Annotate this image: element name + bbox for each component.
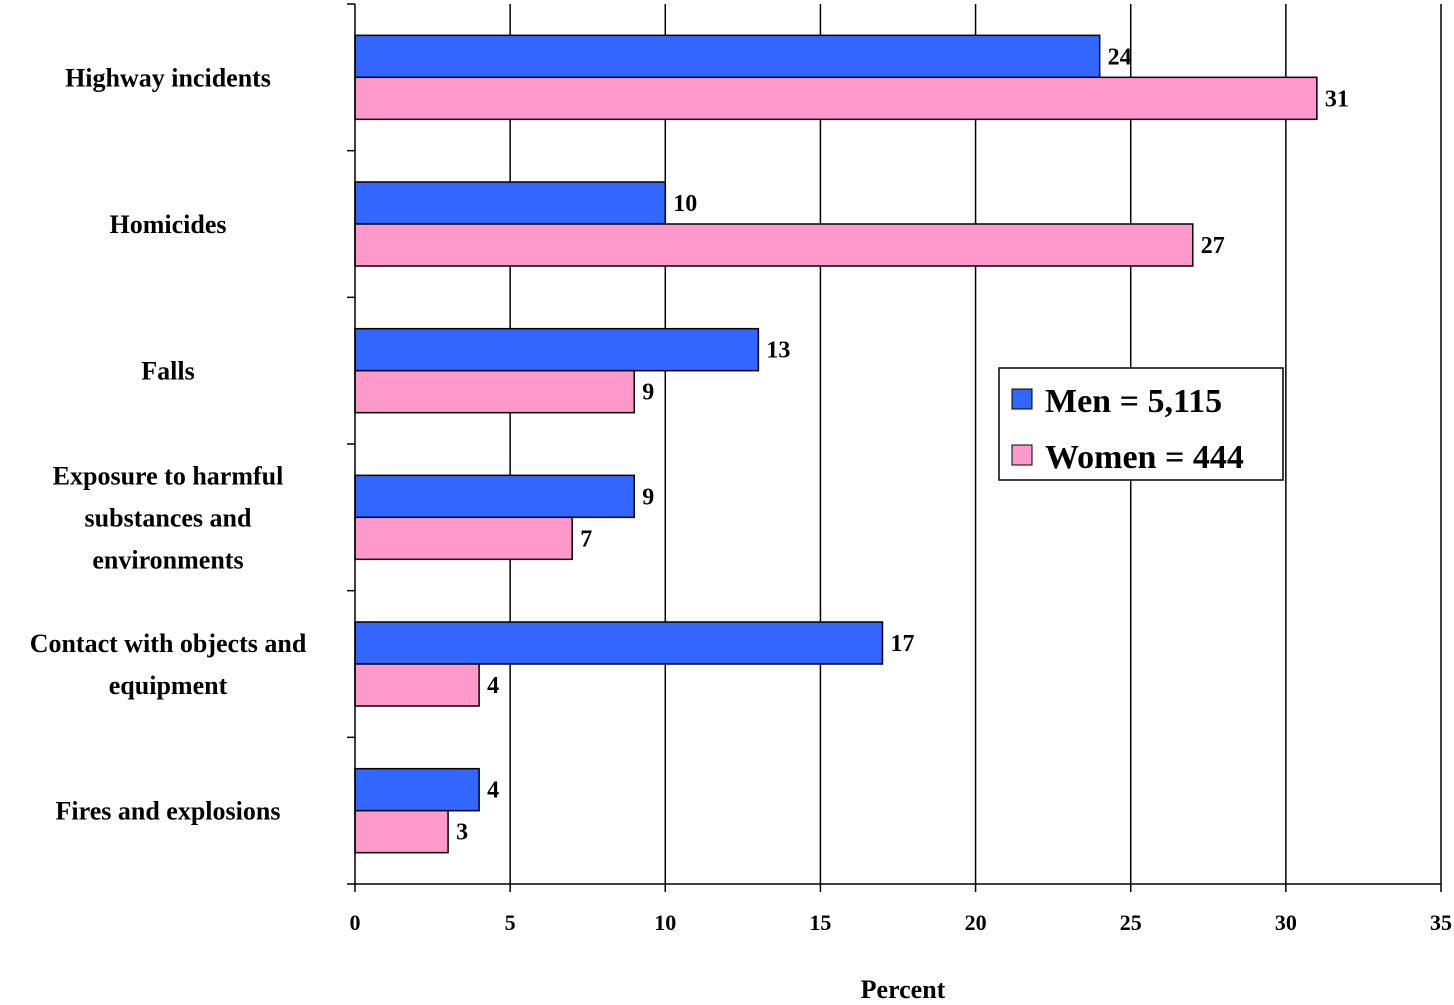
bar-men	[354, 34, 1101, 79]
bar-men	[354, 767, 480, 812]
category-label: Contact with objects and equipment	[30, 629, 307, 700]
bar-women	[354, 663, 480, 707]
data-label: 9	[642, 484, 654, 510]
x-ticks: 0 5 10 15 20 25 30 35	[350, 884, 1452, 935]
x-tick-label: 10	[654, 910, 676, 935]
legend-label-women: Women = 444	[1045, 439, 1244, 476]
legend: Men = 5,115 Women = 444	[998, 367, 1284, 481]
data-label: 31	[1325, 86, 1349, 112]
category-label-line: Falls	[141, 357, 194, 386]
x-tick-label: 20	[965, 910, 987, 935]
category-label-line: Contact with objects and	[30, 629, 307, 658]
bar-men	[354, 474, 636, 519]
x-tick-label: 30	[1275, 910, 1297, 935]
x-tick-label: 35	[1430, 910, 1452, 935]
data-label: 3	[456, 820, 468, 846]
legend-box	[998, 367, 1284, 481]
bar-women	[354, 223, 1194, 267]
category-label-line: Fires and explosions	[56, 797, 281, 826]
gridlines	[509, 4, 1442, 884]
category-label: Homicides	[110, 210, 227, 239]
category-label-line: equipment	[109, 671, 228, 700]
category-label: Falls	[141, 357, 194, 386]
category-label-line: Exposure to harmful	[53, 461, 284, 490]
bar-men	[354, 327, 760, 372]
bar-women	[354, 809, 449, 854]
axes	[347, 3, 1441, 885]
data-label: 24	[1108, 44, 1132, 70]
legend-label-men: Men = 5,115	[1045, 383, 1222, 420]
x-tick-label: 25	[1120, 910, 1142, 935]
data-label: 7	[580, 526, 592, 552]
category-label-line: substances and	[85, 503, 252, 532]
data-label: 17	[890, 631, 914, 657]
bar-women	[354, 76, 1318, 121]
legend-swatch-women	[1011, 444, 1033, 466]
x-tick-label: 15	[809, 910, 831, 935]
data-label: 9	[642, 380, 654, 406]
data-label: 13	[766, 338, 790, 364]
data-label: 27	[1201, 233, 1225, 259]
category-label-line: Homicides	[110, 210, 227, 239]
category-labels: Highway incidents Homicides Falls Exposure …	[30, 63, 307, 825]
bar-men	[354, 621, 884, 665]
category-label-line: Highway incidents	[65, 63, 271, 92]
bar-women	[354, 516, 573, 561]
category-label: Exposure to harmful substances and environ…	[53, 461, 284, 574]
data-label: 10	[673, 191, 697, 217]
x-axis-title: Percent	[861, 975, 946, 1004]
category-label: Highway incidents	[65, 63, 271, 92]
category-label: Fires and explosions	[56, 797, 281, 826]
bar-men	[354, 181, 667, 225]
bar-women	[354, 369, 636, 414]
legend-swatch-men	[1011, 388, 1033, 410]
data-label: 4	[487, 778, 499, 804]
data-label: 4	[487, 673, 499, 699]
category-label-line: environments	[92, 545, 243, 574]
x-tick-label: 5	[505, 910, 516, 935]
x-tick-label: 0	[350, 910, 361, 935]
